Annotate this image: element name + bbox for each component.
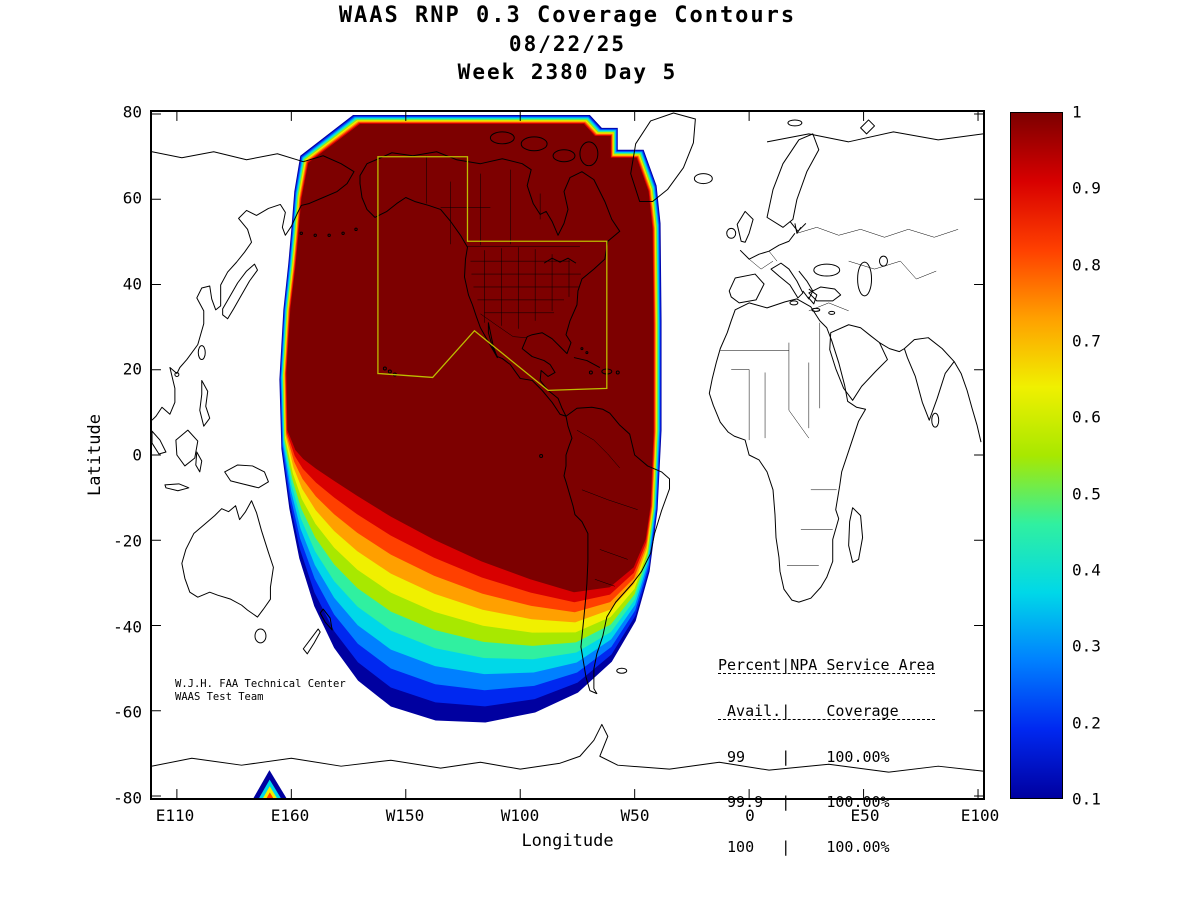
map-plot-area: W.J.H. FAA Technical Center WAAS Test Te… — [150, 110, 985, 855]
availability-table-row: 99.9 | 100.00% — [718, 793, 890, 811]
y-tick-label: 0 — [132, 445, 142, 465]
x-tick-label: E100 — [960, 806, 1000, 825]
y-tick-label: 80 — [122, 102, 142, 122]
y-axis-label: Latitude — [85, 414, 105, 496]
colorbar-tick-label: 0.5 — [1072, 484, 1101, 504]
availability-table-header-row: Percent|NPA Service Area — [718, 656, 935, 674]
credit-line-1: W.J.H. FAA Technical Center — [175, 678, 346, 690]
availability-table-subheader-row: Avail.| Coverage — [718, 702, 935, 720]
figure-title: WAAS RNP 0.3 Coverage Contours — [338, 3, 797, 28]
y-tick-label: -80 — [113, 788, 142, 808]
figure-date: 08/22/25 — [508, 32, 627, 56]
axis-tick-marks — [152, 112, 983, 798]
x-tick-label: E110 — [155, 806, 195, 825]
x-tick-label: W50 — [620, 806, 650, 825]
y-tick-label: -40 — [113, 617, 142, 637]
npa-service-area-outline — [377, 156, 608, 392]
y-tick-label: -20 — [113, 531, 142, 551]
credit-annotation: W.J.H. FAA Technical Center WAAS Test Te… — [175, 678, 346, 704]
colorbar-tick-label: 0.9 — [1072, 178, 1101, 198]
figure-title-block: WAAS RNP 0.3 Coverage Contours 08/22/25 … — [150, 3, 985, 84]
colorbar — [1010, 112, 1063, 799]
colorbar-tick-label: 0.1 — [1072, 789, 1101, 809]
colorbar-tick-label: 1 — [1072, 102, 1082, 122]
colorbar-tick-label: 0.3 — [1072, 636, 1101, 656]
x-tick-label: E50 — [850, 806, 880, 825]
availability-table-row: 100 | 100.00% — [718, 838, 890, 856]
x-tick-label: E160 — [270, 806, 310, 825]
coverage-map-canvas — [152, 112, 983, 798]
availability-table: Percent|NPA Service Area Avail.| Coverag… — [718, 628, 935, 885]
figure-week-day: Week 2380 Day 5 — [457, 60, 678, 84]
colorbar-tick-label: 0.2 — [1072, 713, 1101, 733]
colorbar-tick-label: 0.6 — [1072, 407, 1101, 427]
colorbar-tick-label: 0.7 — [1072, 331, 1101, 351]
y-tick-label: 40 — [122, 274, 142, 294]
y-tick-label: 60 — [122, 188, 142, 208]
colorbar-tick-label: 0.4 — [1072, 560, 1101, 580]
x-tick-label: W150 — [385, 806, 425, 825]
south-anomaly-contour — [253, 770, 287, 798]
x-tick-label: 0 — [745, 806, 755, 825]
availability-table-row: 99 | 100.00% — [718, 748, 890, 766]
political-borders — [426, 155, 959, 587]
credit-line-2: WAAS Test Team — [175, 691, 264, 703]
x-axis-label: Longitude — [521, 831, 614, 851]
colorbar-tick-label: 0.8 — [1072, 255, 1101, 275]
x-tick-label: W100 — [500, 806, 540, 825]
y-tick-label: 20 — [122, 359, 142, 379]
y-tick-label: -60 — [113, 702, 142, 722]
